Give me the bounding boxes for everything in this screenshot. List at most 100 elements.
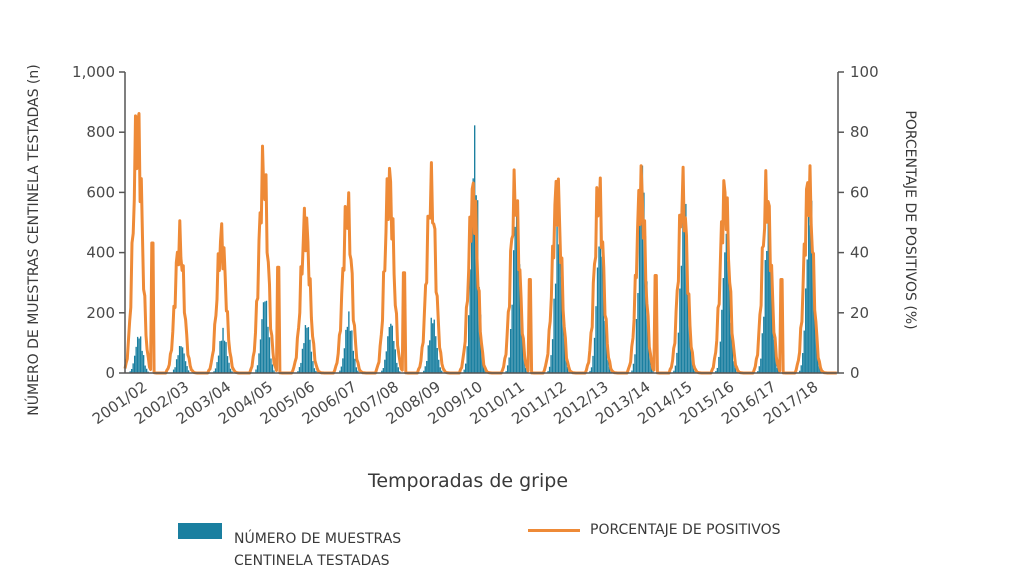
bar [557,244,560,373]
bar [261,319,263,373]
bar [475,195,477,373]
bar [303,343,305,373]
legend-bar-label: NÚMERO DE MUESTRAS CENTINELA TESTADAS [234,528,401,572]
bar [811,200,813,373]
bar [229,368,232,373]
bar [213,371,215,373]
bar [399,371,401,373]
bar [715,371,717,373]
bar [673,370,675,373]
bar [342,358,344,373]
bar [187,370,190,373]
bar [183,353,185,373]
bar [427,345,429,373]
bar [607,359,609,373]
bar [301,348,304,373]
bar [463,369,465,373]
bar [472,178,474,373]
y-right-tick-label: 0 [850,364,860,382]
bar [518,264,521,373]
bar [758,366,760,373]
bar [469,269,471,373]
bar [142,355,145,373]
bar [352,350,355,373]
legend-bar-label-line2: CENTINELA TESTADAS [234,553,390,569]
bar [466,346,468,373]
bar [632,363,635,373]
bar [441,370,443,373]
bar [685,203,687,373]
bar [566,366,569,373]
bar [772,307,774,373]
bar [764,260,766,373]
bar [814,290,816,373]
bar [688,292,690,373]
bar [231,371,233,373]
bar [734,367,736,373]
bar [309,339,311,373]
bar [216,362,218,373]
y-left-tick-label: 1,000 [72,63,115,81]
bar [136,336,139,373]
bar [610,371,612,373]
bar [809,225,811,373]
bar [650,366,653,373]
bar [397,367,399,373]
y-right-tick-label: 80 [850,123,869,141]
bar [339,370,341,373]
bar [340,366,343,373]
bar [802,353,804,373]
bar [145,368,148,373]
bar [724,252,726,373]
bar [517,221,519,373]
bar [394,349,396,373]
legend-bar-label-line1: NÚMERO DE MUESTRAS [234,531,402,547]
y-left-tick-label: 400 [86,244,115,262]
bar [770,269,772,373]
bar [354,358,356,373]
bar [429,340,431,373]
bar [808,199,810,373]
bar [694,370,696,373]
bar [554,283,557,373]
bar [773,339,775,373]
bar [129,371,131,373]
bar [133,355,136,373]
bar [219,341,221,373]
bar [761,333,763,373]
bar [135,346,137,373]
bar [805,288,807,373]
y-left-tick-label: 200 [86,304,115,322]
bar [593,337,596,373]
bar [559,226,561,373]
bar [435,336,437,373]
bar [608,366,611,373]
bar [271,364,274,373]
bar [605,336,608,373]
bar [730,322,732,373]
bar [465,363,467,373]
bar [689,334,692,373]
bar [273,370,275,373]
bar [346,326,349,373]
bar [548,366,551,373]
bar [637,293,639,373]
bar [259,339,262,373]
bar [646,281,648,373]
y-axis-left-title: NÚMERO DE MUESTRAS CENTINELA TESTADAS (n… [24,64,42,415]
bar [264,301,266,373]
bar [223,340,226,373]
bar [214,368,217,373]
bar [355,367,358,373]
bar [766,250,768,373]
y-right-tick-label: 40 [850,244,869,262]
bar [471,201,473,373]
bar [721,309,723,373]
bar [515,206,518,373]
bar [727,261,729,373]
bar [643,192,645,373]
axes-layer [119,71,844,374]
bar [592,355,594,373]
bar [733,361,735,373]
bar [767,217,769,373]
